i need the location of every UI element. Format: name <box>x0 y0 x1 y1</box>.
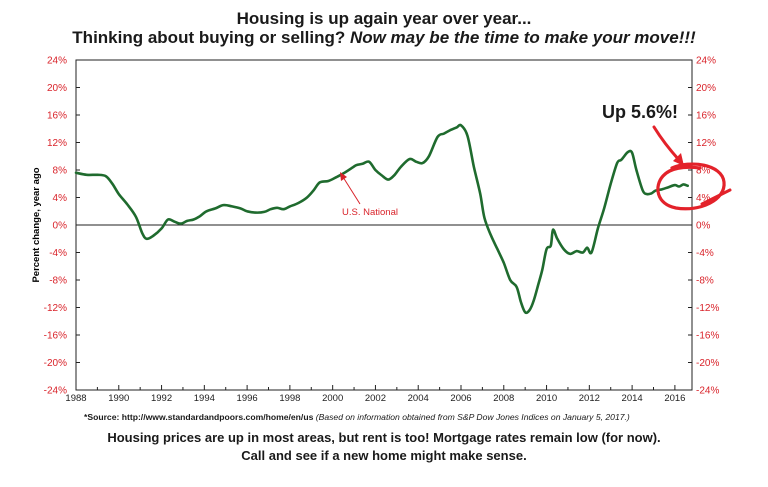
callout-arrow <box>652 125 681 162</box>
x-tick-label: 2012 <box>579 393 600 404</box>
y-tick-label-right: 12% <box>696 138 716 149</box>
series-label-arrow <box>342 176 361 205</box>
source-url: *Source: http://www.standardandpoors.com… <box>84 412 314 422</box>
y-tick-label-right: -16% <box>696 331 719 342</box>
y-tick-label-right: 8% <box>696 166 711 177</box>
x-tick-label: 2010 <box>536 393 557 404</box>
footer-line2: Call and see if a new home might make se… <box>241 448 527 463</box>
y-tick-label-left: 12% <box>47 138 67 149</box>
source-note: *Source: http://www.standardandpoors.com… <box>84 412 630 422</box>
series-label-us-national: U.S. National <box>342 207 398 218</box>
y-tick-label-left: -8% <box>49 276 67 287</box>
y-tick-label-right: 0% <box>696 221 711 232</box>
x-tick-label: 2016 <box>664 393 685 404</box>
source-detail: (Based on information obtained from S&P … <box>313 412 630 422</box>
y-tick-label-right: 16% <box>696 111 716 122</box>
y-tick-label-left: -20% <box>44 358 67 369</box>
y-tick-label-right: 24% <box>696 56 716 67</box>
y-tick-label-right: 20% <box>696 83 716 94</box>
x-tick-label: 1998 <box>279 393 300 404</box>
data-points <box>75 125 688 313</box>
x-tick-label: 2002 <box>365 393 386 404</box>
x-tick-label: 1988 <box>65 393 86 404</box>
x-axis: 1988 1990 1992 1994 1996 1998 2000 2002 2004 2006… <box>65 385 685 404</box>
x-tick-label: 2004 <box>408 393 429 404</box>
callout-text: Up 5.6%! <box>602 102 678 122</box>
y-tick-label-left: 24% <box>47 56 67 67</box>
y-tick-label-right: -12% <box>696 303 719 314</box>
right-y-axis: 24% 20% 16% 12% 8% 4% 0% -4% -8% -12% -16% -20% -24% <box>688 56 719 397</box>
footer-line1: Housing prices are up in most areas, but… <box>107 430 661 445</box>
title-line2-emphasis: Now may be the time to make your move!!! <box>349 28 696 47</box>
y-tick-label-right: -4% <box>696 248 714 259</box>
x-tick-label: 1994 <box>194 393 215 404</box>
chart-title-line2: Thinking about buying or selling? Now ma… <box>0 28 768 48</box>
x-tick-label: 1992 <box>151 393 172 404</box>
y-tick-label-left: -4% <box>49 248 67 259</box>
y-tick-label-left: -16% <box>44 331 67 342</box>
x-tick-label: 1990 <box>108 393 129 404</box>
y-tick-label-left: 0% <box>53 221 68 232</box>
y-tick-label-left: 4% <box>53 193 68 204</box>
x-tick-label: 2000 <box>322 393 343 404</box>
y-tick-label-right: -8% <box>696 276 714 287</box>
x-tick-label: 2008 <box>493 393 514 404</box>
series-line-us-national <box>74 123 689 315</box>
y-tick-label-right: -20% <box>696 358 719 369</box>
y-tick-label-right: -24% <box>696 386 719 397</box>
x-tick-label: 1996 <box>237 393 258 404</box>
y-axis-label: Percent change, year ago <box>31 167 42 282</box>
x-tick-label: 2014 <box>622 393 643 404</box>
callout-circle <box>656 162 726 211</box>
chart-title-line1: Housing is up again year over year... <box>236 9 532 28</box>
y-tick-label-left: -24% <box>44 386 67 397</box>
series-label-arrowhead <box>340 172 347 181</box>
y-tick-label-left: 20% <box>47 83 67 94</box>
left-y-axis: 24% 20% 16% 12% 8% 4% 0% -4% -8% -12% -16% -20% -24% <box>44 56 80 397</box>
y-tick-label-right: 4% <box>696 193 711 204</box>
y-tick-label-left: -12% <box>44 303 67 314</box>
title-line2-plain: Thinking about buying or selling? <box>72 28 350 47</box>
y-tick-label-left: 8% <box>53 166 68 177</box>
callout-circle-tail <box>700 188 732 206</box>
x-tick-label: 2006 <box>450 393 471 404</box>
callout-arrowhead <box>673 153 684 166</box>
y-tick-label-left: 16% <box>47 111 67 122</box>
